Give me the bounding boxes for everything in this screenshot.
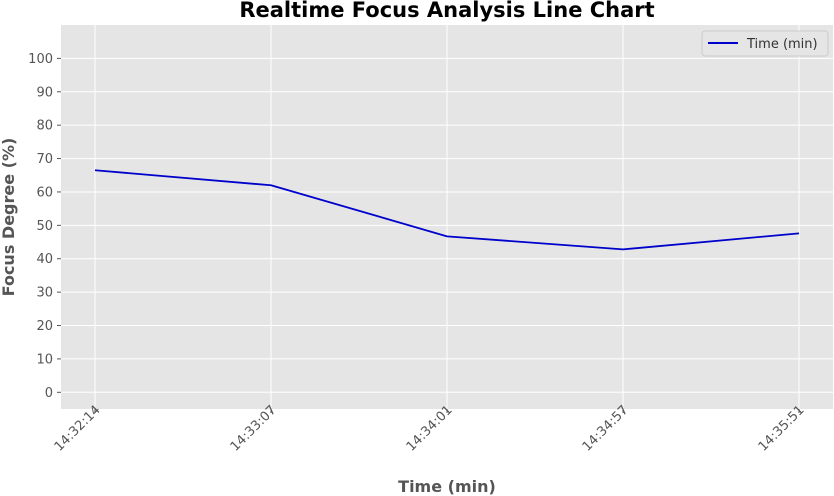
x-tick-label: 14:33:07 [228, 403, 280, 455]
legend: Time (min) [701, 30, 829, 57]
y-tick-label: 60 [36, 185, 53, 200]
y-tick-label: 80 [36, 119, 53, 134]
y-tick-label: 40 [36, 252, 53, 267]
y-tick-label: 50 [36, 219, 53, 234]
y-tick-label: 20 [36, 319, 53, 334]
y-tick-label: 70 [36, 152, 53, 167]
y-tick-label: 90 [36, 85, 53, 100]
y-tick-label: 30 [36, 286, 53, 301]
y-tick-labels: 0 10 20 30 40 50 60 70 80 90 100 [28, 52, 61, 401]
chart-title: Realtime Focus Analysis Line Chart [239, 0, 654, 22]
y-axis-label: Focus Degree (%) [0, 138, 18, 297]
x-axis-label: Time (min) [398, 477, 496, 496]
legend-box [701, 30, 829, 57]
x-tick-label: 14:34:01 [404, 403, 456, 455]
y-tick-label: 0 [45, 386, 53, 401]
x-tick-label: 14:35:51 [756, 403, 808, 455]
legend-label: Time (min) [746, 37, 818, 52]
x-tick-label: 14:32:14 [52, 403, 104, 455]
series-line [94, 169, 800, 251]
y-tick-label: 10 [36, 352, 53, 367]
series-lines [94, 169, 800, 251]
grid-lines [61, 25, 833, 409]
y-tick-label: 100 [28, 52, 53, 67]
x-tick-label: 14:34:57 [580, 403, 632, 455]
x-tick-labels: 14:32:14 14:33:07 14:34:01 14:34:57 14:35:51 [52, 403, 808, 455]
